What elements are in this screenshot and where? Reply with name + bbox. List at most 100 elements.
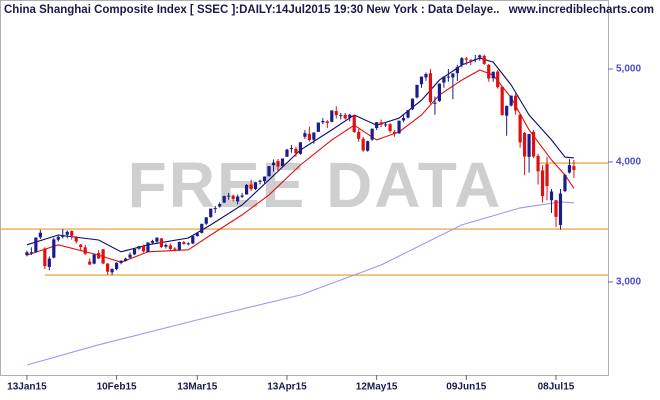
candle-body [325,121,329,123]
candle-body [330,110,334,122]
candle-body [397,120,401,134]
candle-body [52,239,56,258]
x-tick-label: 10Feb15 [97,382,137,393]
candle-body [540,170,545,197]
candle-body [478,55,482,58]
candle-body [303,133,307,137]
candle-body [245,184,249,195]
candle-body [280,158,285,167]
candle-body [106,263,110,272]
candle-body [370,128,374,140]
candle-body [294,148,298,154]
candle-body [285,149,289,157]
candle-body [164,244,168,247]
candle-body [545,164,549,187]
candle-body [173,248,177,250]
candle-body [231,195,235,199]
candle-body [527,134,531,157]
candle-body [415,84,419,98]
candle-body [267,166,271,177]
x-tick-label: 13Mar15 [177,382,217,393]
y-tick-label: 5,000 [616,64,641,75]
candle-body [339,115,343,117]
candle-body [276,160,280,167]
candle-body [128,254,132,258]
candle-body [563,175,567,192]
candle-body [518,114,522,143]
candle-body [258,180,262,182]
chart-title: China Shanghai Composite Index [ SSEC ]:… [4,4,500,16]
candle-body [307,133,311,141]
candle-body [460,58,464,65]
candle-body [321,120,325,123]
candle-body [213,208,217,210]
candle-body [186,243,190,245]
source: www.incrediblecharts.com [508,4,654,16]
candle-body [56,236,60,240]
candle-body [343,114,347,119]
candle-body [348,114,352,118]
candle-body [473,59,477,61]
candle-body [424,73,428,78]
candle-body [92,254,96,264]
candle-body [375,122,379,129]
candle-body [262,176,267,182]
candle-body [204,217,208,224]
moving-average [26,201,574,366]
candle-body [227,195,231,197]
candle-body [150,240,155,243]
candle-body [222,196,226,203]
candle-body [65,231,69,235]
candle-body [437,83,442,102]
candle-body [514,95,518,111]
candle-body [155,237,159,242]
candle-body [446,76,450,78]
candle-body [141,246,146,252]
candle-body [253,182,258,189]
candle-body [352,115,356,133]
candle-body [146,242,150,252]
candle-body [500,86,504,115]
candle-body [433,102,437,104]
candle-body [298,142,303,154]
x-tick-label: 13Jan15 [7,382,47,393]
candle-body [549,191,554,201]
candle-body [114,262,119,269]
candle-body [536,155,540,172]
candle-body [419,76,424,85]
candle-body [182,242,186,245]
candle-body [177,241,181,250]
candle-body [366,141,370,151]
candle-body [384,124,388,126]
candle-body [79,244,83,248]
candle-body [482,55,486,64]
candle-body [455,67,459,74]
candle-body [119,260,123,263]
candle-body [97,253,101,259]
candle-body [240,195,244,197]
candle-body [392,131,397,134]
candle-body [34,237,38,253]
candle-body [496,71,500,88]
y-tick-label: 4,000 [616,157,641,168]
candle-body [83,247,87,254]
candle-body [132,248,137,255]
candle-body [505,105,509,116]
candle-body [388,124,392,132]
candle-body [289,148,294,150]
x-tick-label: 09Jun15 [446,382,486,393]
candle-body [200,223,204,233]
candle-body [567,165,572,173]
candle-body [451,73,455,78]
candle-body [487,64,491,79]
y-tick-label: 3,000 [616,277,641,288]
candle-body [29,252,33,254]
candle-body [464,58,468,60]
candle-body [316,122,320,132]
watermark: FREE DATA [128,149,503,221]
candle-body [110,268,114,273]
candle-body [70,231,74,236]
candle-body [401,117,406,121]
candle-body [25,252,29,256]
